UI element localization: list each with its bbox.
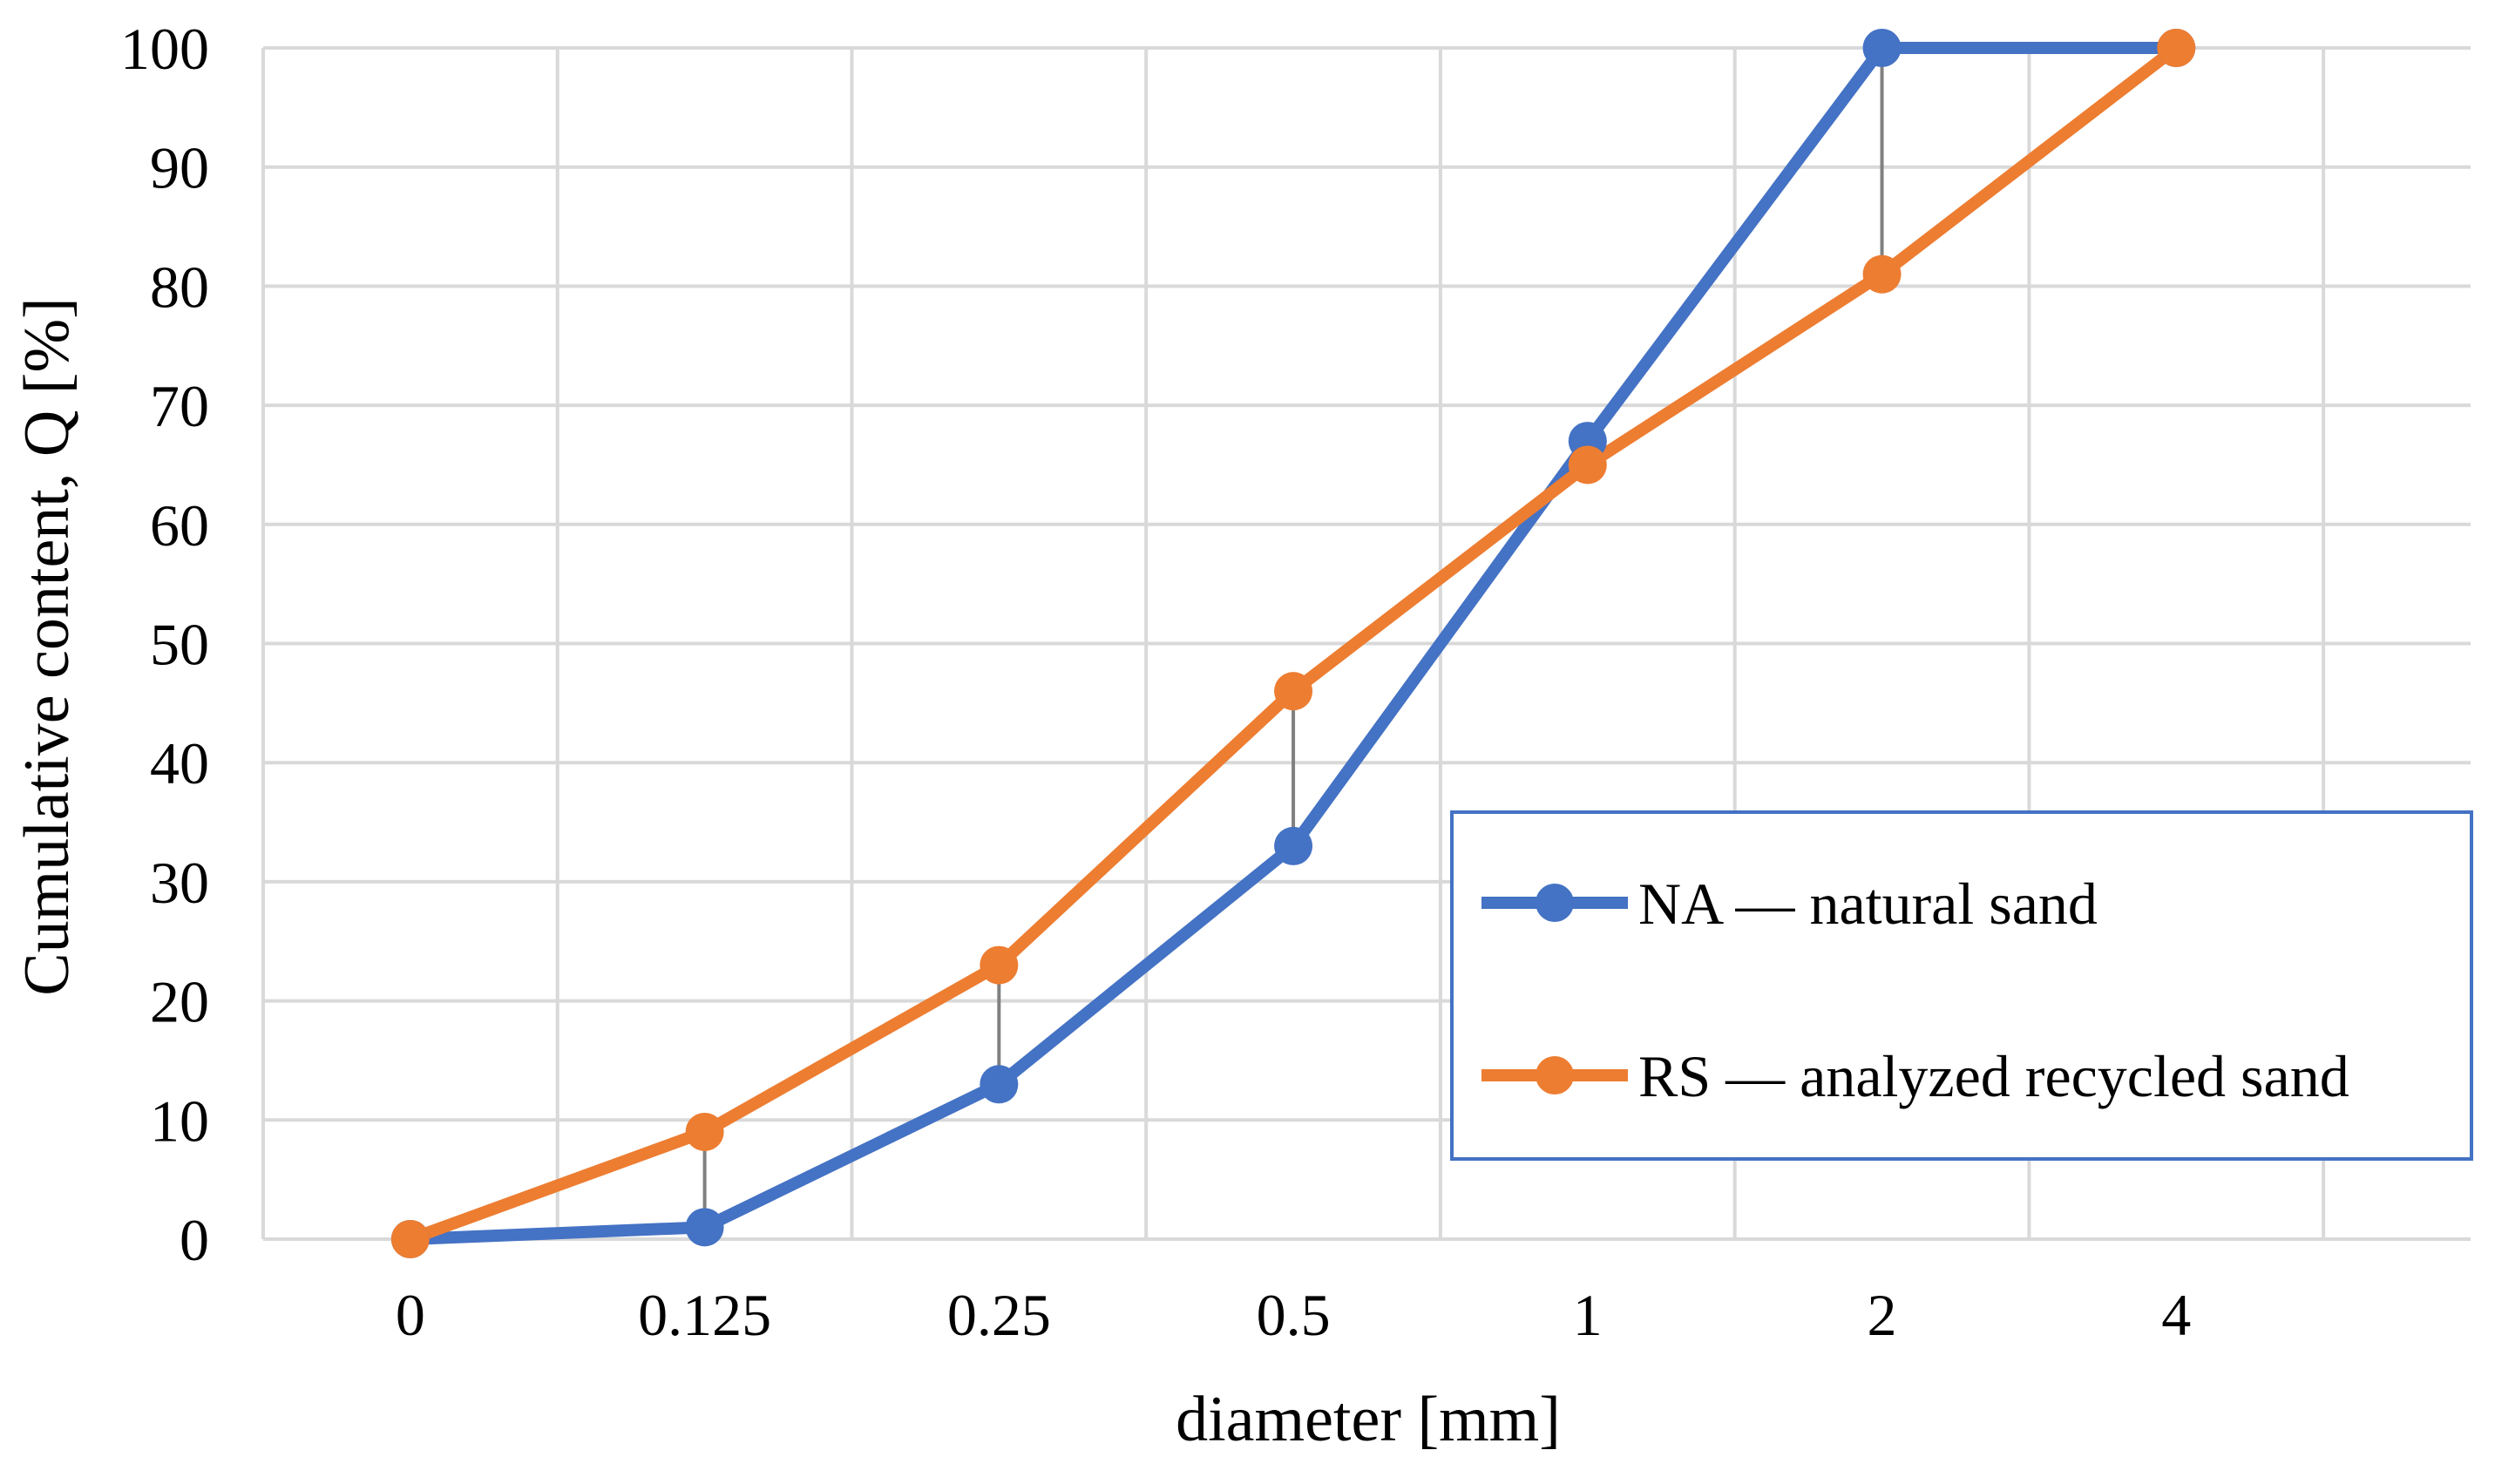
y-tick-label: 60 — [150, 492, 209, 559]
x-tick-label: 4 — [2161, 1282, 2191, 1348]
y-tick-label: 10 — [150, 1088, 209, 1154]
y-tick-label: 50 — [150, 612, 209, 678]
y-tick-label: 90 — [150, 135, 209, 201]
legend-marker-na — [1536, 884, 1574, 922]
y-tick-label: 80 — [150, 254, 209, 320]
data-point-na — [980, 1065, 1019, 1104]
data-point-rs — [2157, 29, 2196, 67]
data-point-na — [1274, 826, 1313, 865]
x-tick-label: 0.125 — [638, 1282, 771, 1348]
data-point-na — [1862, 29, 1902, 67]
y-tick-label: 0 — [180, 1207, 209, 1273]
y-tick-label: 30 — [150, 850, 209, 916]
data-point-rs — [980, 945, 1019, 985]
data-point-rs — [1568, 445, 1607, 485]
data-point-rs — [685, 1112, 724, 1151]
y-tick-labels: 0 10 20 30 40 50 60 70 80 90 100 — [120, 16, 209, 1273]
legend-marker-rs — [1536, 1056, 1574, 1094]
x-tick-label: 0.25 — [947, 1282, 1051, 1348]
data-point-rs — [390, 1220, 430, 1258]
data-point-rs — [1274, 672, 1313, 711]
x-tick-label: 1 — [1573, 1282, 1603, 1348]
legend: NA — natural sand RS — analyzed recycled … — [1450, 810, 2473, 1161]
y-tick-label: 40 — [150, 730, 209, 796]
legend-label-rs: RS — analyzed recycled sand — [1638, 1043, 2349, 1109]
x-tick-label: 0.5 — [1257, 1282, 1331, 1348]
x-axis-title: diameter [mm] — [1176, 1384, 1561, 1455]
series-group — [390, 29, 2196, 1258]
y-tick-label: 100 — [120, 16, 209, 82]
data-point-na — [685, 1208, 724, 1247]
x-tick-labels: 0 0.125 0.25 0.5 1 2 4 — [396, 1282, 2191, 1348]
legend-label-na: NA — natural sand — [1638, 871, 2098, 937]
y-tick-label: 70 — [150, 373, 209, 439]
legend-box — [1450, 810, 2473, 1161]
data-point-rs — [1862, 254, 1902, 294]
y-tick-label: 20 — [150, 969, 209, 1035]
x-tick-label: 0 — [396, 1282, 425, 1348]
x-tick-label: 2 — [1868, 1282, 1897, 1348]
y-axis-title: Cumulative content, Q [%] — [11, 297, 83, 995]
